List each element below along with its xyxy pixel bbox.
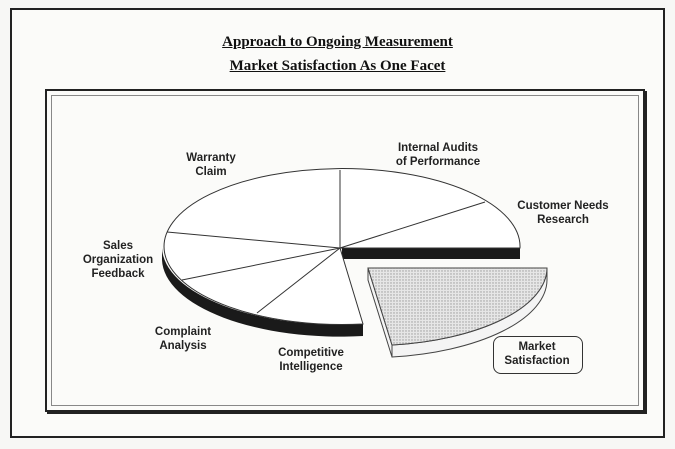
title-line-1: Approach to Ongoing Measurement [222,34,453,50]
label-internal-audits: Internal Audits of Performance [395,142,481,168]
spoke-warranty-sales [166,231,341,249]
pie-side [162,248,363,337]
market-satisfaction-wedge [367,267,548,346]
label-sales-organization: Sales Organization Feedback [82,240,154,280]
label-competitive-intelligence: Competitive Intelligence [278,347,344,373]
spoke-complaint-competitive [256,247,341,314]
spoke-sales-complaint [181,247,341,281]
market-satisfaction-callout [493,336,583,374]
pie-cut-face [342,248,520,259]
label-complaint-analysis: Complaint Analysis [154,326,212,352]
diagram-box [45,89,645,412]
title-line-2: Market Satisfaction As One Facet [229,58,446,74]
label-market-satisfaction: Market Satisfaction [504,341,570,367]
spoke-internal-customer [339,201,486,249]
label-customer-needs: Customer Needs Research [517,200,609,226]
pie-top [163,168,521,326]
pie-spokes [166,170,486,314]
label-warranty-claim: Warranty Claim [186,152,236,178]
